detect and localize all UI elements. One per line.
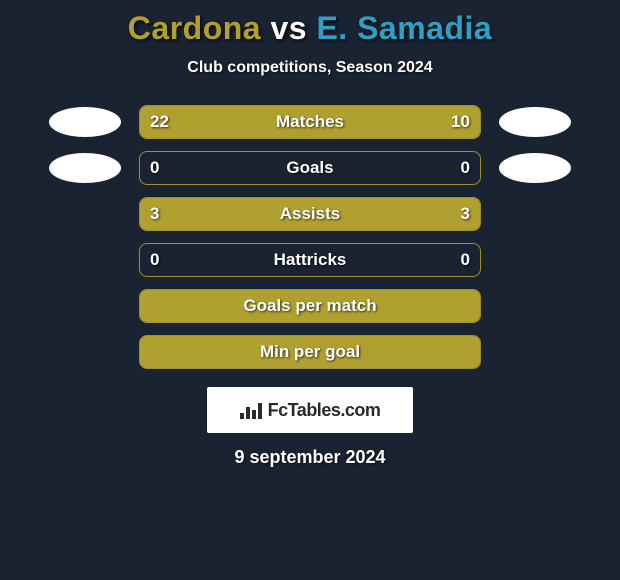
- stat-row: Min per goal: [0, 335, 620, 369]
- player-a-name: Cardona: [128, 10, 261, 46]
- avatar-right: [499, 107, 571, 137]
- avatar-right: [499, 153, 571, 183]
- stat-bar: 00Goals: [139, 151, 481, 185]
- stat-bar: 00Hattricks: [139, 243, 481, 277]
- stat-label: Hattricks: [140, 244, 480, 276]
- stat-bar: 33Assists: [139, 197, 481, 231]
- stat-row: 00Goals: [0, 151, 620, 185]
- stat-label: Goals: [140, 152, 480, 184]
- stat-bar: Goals per match: [139, 289, 481, 323]
- stat-label: Goals per match: [140, 290, 480, 322]
- stat-rows: 2210Matches 00Goals 33Assists 00Hattricks Go…: [0, 105, 620, 369]
- stat-row: 33Assists: [0, 197, 620, 231]
- page-title: Cardona vs E. Samadia: [0, 10, 620, 47]
- stat-bar: 2210Matches: [139, 105, 481, 139]
- stat-bar: Min per goal: [139, 335, 481, 369]
- stat-row: 00Hattricks: [0, 243, 620, 277]
- stat-row: 2210Matches: [0, 105, 620, 139]
- stat-label: Assists: [140, 198, 480, 230]
- player-b-name: E. Samadia: [316, 10, 492, 46]
- bar-chart-icon: [240, 401, 262, 419]
- date-text: 9 september 2024: [0, 447, 620, 468]
- avatar-left: [49, 107, 121, 137]
- stat-label: Min per goal: [140, 336, 480, 368]
- brand-logo[interactable]: FcTables.com: [207, 387, 413, 433]
- vs-text: vs: [270, 10, 307, 46]
- subtitle: Club competitions, Season 2024: [0, 59, 620, 77]
- brand-text: FcTables.com: [268, 400, 381, 421]
- stat-label: Matches: [140, 106, 480, 138]
- avatar-left: [49, 153, 121, 183]
- stat-row: Goals per match: [0, 289, 620, 323]
- comparison-widget: Cardona vs E. Samadia Club competitions,…: [0, 0, 620, 468]
